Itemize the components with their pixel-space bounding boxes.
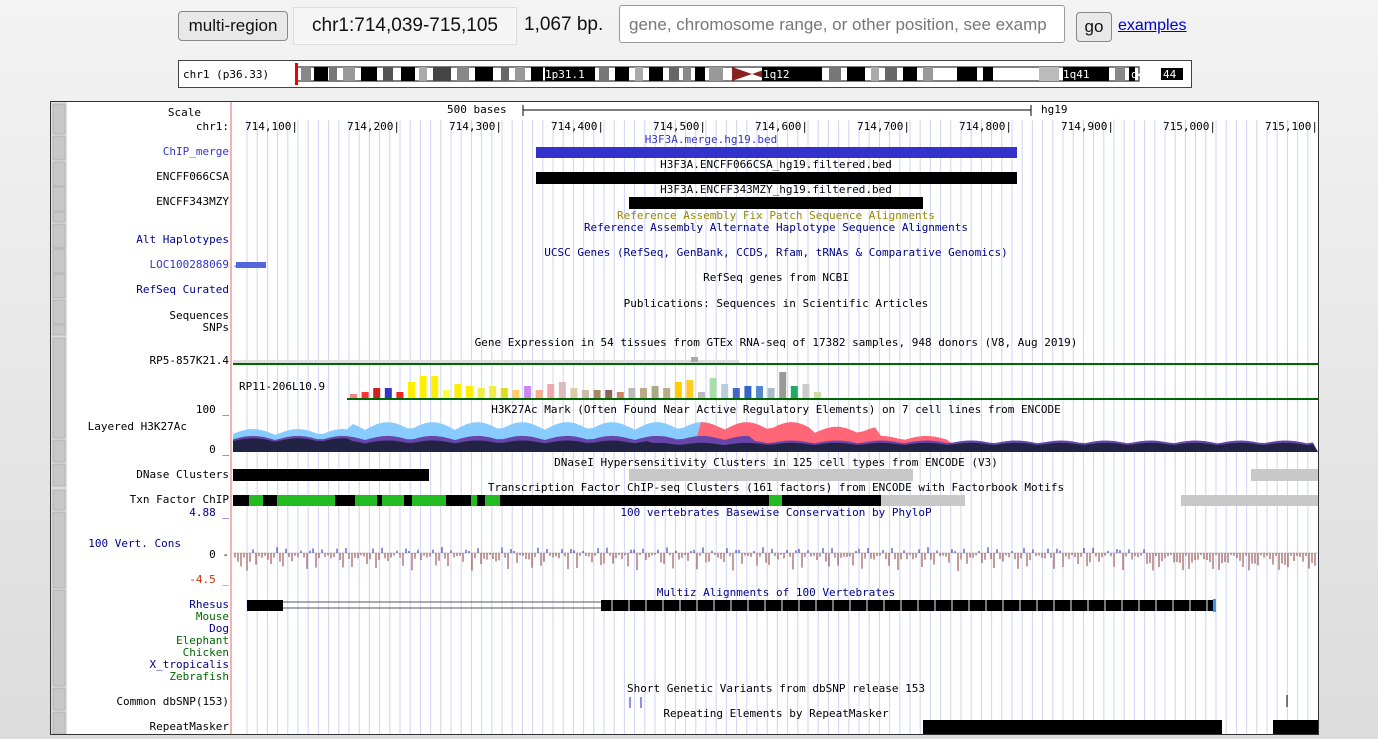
cons-zero-label: 0 - <box>209 548 229 561</box>
ideogram-band-1: 1p31.1 <box>545 68 585 81</box>
multi-region-button[interactable]: multi-region <box>178 11 288 41</box>
chip-merge-feature <box>536 147 1017 158</box>
go-button[interactable]: go <box>1076 12 1112 42</box>
ruler-tick-label: 714,900| <box>1061 120 1114 133</box>
h3k27-max-label: 100 _ <box>196 403 229 416</box>
track-label-h3k27: Layered H3K27Ac <box>88 420 187 433</box>
track-title-fix-patch: Reference Assembly Fix Patch Sequence Al… <box>617 209 935 222</box>
track-label-cons: 100 Vert. Cons <box>88 537 181 550</box>
track-label-txn: Txn Factor ChIP <box>130 493 230 506</box>
track-label-dnase: DNase Clusters <box>136 468 229 481</box>
ideogram-band-5: 44 <box>1163 68 1177 81</box>
track-title-repeat: Repeating Elements by RepeatMasker <box>663 707 889 720</box>
track-title-multiz: Multiz Alignments of 100 Vertebrates <box>657 586 895 599</box>
ideogram-band-2: 1q12 <box>763 68 790 81</box>
track-title-refseq: RefSeq genes from NCBI <box>703 271 849 284</box>
ruler-tick-label: 714,700| <box>857 120 910 133</box>
track-label-snps: SNPs <box>203 321 230 334</box>
track-title-encff343: H3F3A.ENCFF343MZY_hg19.filtered.bed <box>660 183 892 196</box>
track-title-gtex: Gene Expression in 54 tissues from GTEx … <box>475 336 1078 349</box>
repeat-element-2 <box>1273 720 1318 734</box>
encff066-feature <box>536 172 1017 184</box>
track-title-ucsc: UCSC Genes (RefSeq, GenBank, CCDS, Rfam,… <box>544 246 1008 259</box>
track-label-refseq: RefSeq Curated <box>136 283 229 296</box>
region-size: 1,067 bp. <box>524 14 604 35</box>
track-label-alt-hap: Alt Haplotypes <box>136 233 229 246</box>
track-label-repeatmasker: RepeatMasker <box>150 720 230 733</box>
dnase-cluster-2 <box>629 469 913 481</box>
track-title-dbsnp: Short Genetic Variants from dbSNP releas… <box>627 682 925 695</box>
track-panel: Scale chr1: 500 bases hg19 714,100| 714,2… <box>51 102 1318 734</box>
track-title-chip-merge: H3F3A.merge.hg19.bed <box>645 133 777 146</box>
genome-browser-image[interactable]: Scale chr1: 500 bases hg19 714,100| 714,2… <box>50 101 1319 735</box>
ruler-tick-label: 714,100| <box>245 120 298 133</box>
ruler-tick-label: 715,000| <box>1163 120 1216 133</box>
ruler-tick-label: 714,200| <box>347 120 400 133</box>
assembly-label: hg19 <box>1041 103 1068 116</box>
track-label-dbsnp: Common dbSNP(153) <box>116 695 229 708</box>
ruler-tick-label: 714,800| <box>959 120 1012 133</box>
ruler-chrom-label: chr1: <box>196 120 229 133</box>
track-title-alt-hap: Reference Assembly Alternate Haplotype S… <box>584 221 968 234</box>
encff343-feature <box>629 197 923 209</box>
species-dog: Dog <box>209 622 229 635</box>
examples-link[interactable]: examples <box>1118 17 1187 34</box>
track-title-txn: Transcription Factor ChIP-seq Clusters (… <box>488 481 1064 494</box>
chromosome-ideogram[interactable]: chr1 (p36.33) <box>178 60 1192 88</box>
gtex-gene-rp11: RP11-206L10.9 <box>239 380 325 393</box>
search-input[interactable]: gene, chromosome range, or other positio… <box>619 5 1065 43</box>
h3k27-min-label: 0 _ <box>209 443 229 456</box>
ruler-tick-label: 714,300| <box>449 120 502 133</box>
position-display: chr1:714,039-715,105 <box>293 7 517 45</box>
track-label-loc: LOC100288069 <box>150 258 229 271</box>
track-title-dnase: DNaseI Hypersensitivity Clusters in 125 … <box>554 456 998 469</box>
ideogram-chrom-label: chr1 (p36.33) <box>183 68 269 81</box>
ideogram-position-marker <box>295 63 298 85</box>
ruler-tick-label: 714,400| <box>551 120 604 133</box>
dnase-cluster-3 <box>1251 469 1318 481</box>
ideogram-graphic: chr1 (p36.33) <box>183 63 1183 85</box>
species-elephant: Elephant <box>176 634 229 647</box>
track-label-sequences: Sequences <box>169 309 229 322</box>
loc-gene-feature <box>236 262 266 268</box>
species-chicken: Chicken <box>183 646 229 659</box>
species-rhesus: Rhesus <box>189 598 229 611</box>
ideogram-band-3: 1q41 <box>1063 68 1090 81</box>
scale-bar-text: 500 bases <box>447 103 507 116</box>
track-title-pubs: Publications: Sequences in Scientific Ar… <box>624 297 929 310</box>
svg-text:<<: << <box>234 262 245 272</box>
track-label-encff066: ENCFF066CSA <box>156 170 229 183</box>
repeat-element-1 <box>923 720 1222 734</box>
track-label-chip-merge: ChIP_merge <box>163 145 229 158</box>
scale-label: Scale <box>168 106 201 119</box>
ruler-tick-label: 714,500| <box>653 120 706 133</box>
track-title-encff066: H3F3A.ENCFF066CSA_hg19.filtered.bed <box>660 158 892 171</box>
track-title-h3k27: H3K27Ac Mark (Often Found Near Active Re… <box>491 403 1061 416</box>
ruler-tick-label: 715,100| <box>1265 120 1318 133</box>
cons-min-label: -4.5 _ <box>189 573 229 586</box>
species-mouse: Mouse <box>196 610 229 623</box>
track-title-phylop: 100 vertebrates Basewise Conservation by… <box>620 506 932 519</box>
ruler-tick-label: 714,600| <box>755 120 808 133</box>
track-label-rp5: RP5-857K21.4 <box>150 354 230 367</box>
track-label-encff343: ENCFF343MZY <box>156 195 229 208</box>
species-zebrafish: Zebrafish <box>169 670 229 683</box>
dnase-cluster-1 <box>233 469 429 481</box>
cons-max-label: 4.88 _ <box>189 506 229 519</box>
ideogram-band-4: q43 <box>1131 68 1151 81</box>
position-bar: multi-region chr1:714,039-715,105 1,067 … <box>0 0 1378 56</box>
species-xtrop: X_tropicalis <box>150 658 229 671</box>
